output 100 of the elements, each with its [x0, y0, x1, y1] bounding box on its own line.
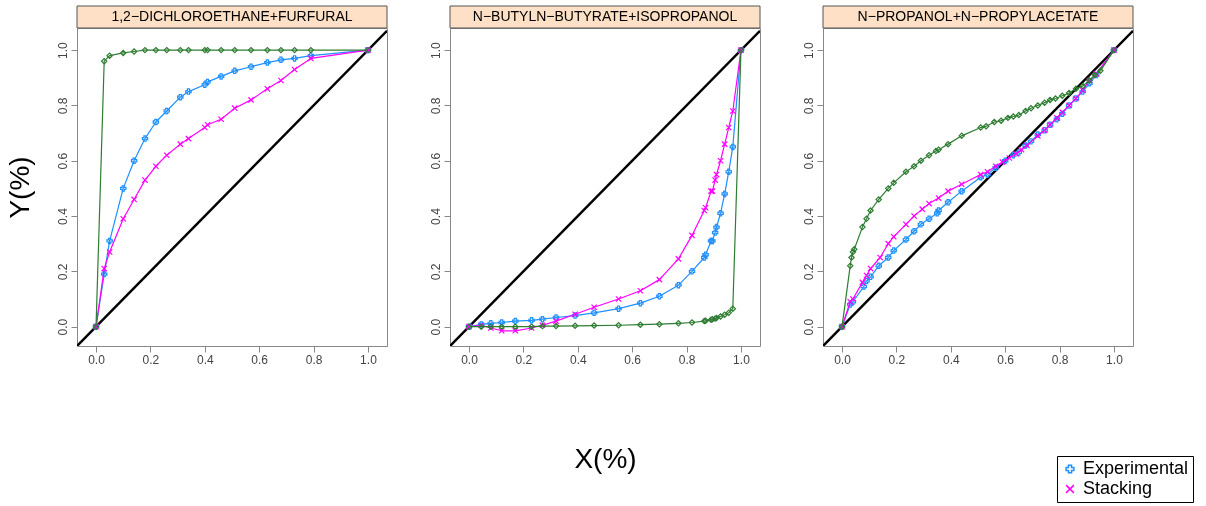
point: [1010, 113, 1017, 120]
point: [846, 262, 854, 270]
point: [615, 305, 622, 312]
y-tick-label: 0.2: [801, 263, 816, 281]
point: [163, 151, 170, 159]
point: [307, 46, 315, 54]
point: [100, 270, 108, 278]
x-tick-label: 1.0: [1106, 352, 1124, 367]
point: [1097, 67, 1104, 75]
y-tick-label: 0.8: [428, 97, 443, 115]
x-tick-label: 0.2: [142, 352, 160, 367]
y-tick-label: 0.0: [55, 318, 70, 336]
point: [590, 304, 598, 311]
point: [910, 163, 918, 170]
legend-label: Stacking: [1083, 478, 1153, 498]
point: [910, 228, 918, 235]
point: [944, 198, 952, 206]
x-tick-label: 0.2: [888, 352, 906, 367]
point: [863, 215, 870, 223]
point: [729, 305, 737, 312]
point: [637, 299, 644, 307]
point: [1065, 89, 1073, 97]
x-tick-label: 0.4: [942, 352, 960, 367]
point: [717, 210, 724, 217]
point: [933, 210, 941, 217]
y-tick-label: 1.0: [55, 41, 70, 59]
point: [615, 322, 622, 329]
point: [185, 46, 192, 54]
y-tick-label: 0.0: [428, 318, 443, 336]
point: [917, 221, 925, 228]
point: [204, 78, 211, 86]
point: [935, 194, 942, 202]
point: [867, 273, 874, 281]
point: [725, 168, 732, 176]
point: [982, 122, 990, 130]
point: [1027, 104, 1035, 112]
point: [1022, 107, 1029, 115]
y-tick-label: 0.6: [428, 152, 443, 170]
y-tick-label: 0.4: [801, 207, 816, 225]
point: [498, 323, 505, 330]
point: [925, 151, 933, 159]
y-tick-label: 0.4: [55, 207, 70, 225]
point: [848, 254, 855, 261]
x-tick-label: 0.0: [461, 352, 479, 367]
point: [177, 93, 184, 101]
y-tick-label: 0.2: [428, 263, 443, 281]
point: [539, 315, 546, 323]
point: [1059, 92, 1066, 99]
point: [277, 77, 285, 84]
point: [725, 124, 732, 131]
point: [528, 317, 535, 324]
x-tick-label: 1.0: [360, 352, 378, 367]
y-tick-label: 0.8: [801, 97, 816, 115]
point: [1041, 99, 1048, 106]
point: [487, 320, 495, 327]
point: [1079, 82, 1086, 90]
point: [264, 46, 271, 54]
point: [876, 254, 884, 261]
point: [512, 323, 519, 330]
point: [100, 57, 108, 65]
point: [152, 118, 160, 126]
x-tick-label: 0.4: [569, 352, 587, 367]
point: [130, 157, 138, 164]
point: [997, 117, 1005, 124]
point: [152, 46, 160, 54]
point: [867, 207, 874, 214]
point: [656, 320, 663, 328]
point: [1004, 114, 1012, 122]
point: [291, 46, 298, 54]
point: [902, 221, 910, 228]
x-tick-label: 1.0: [733, 352, 751, 367]
point: [152, 163, 160, 170]
point: [1072, 85, 1080, 93]
point: [217, 46, 225, 54]
point: [231, 67, 238, 75]
x-tick-label: 0.8: [678, 352, 696, 367]
y-tick-label: 1.0: [801, 41, 816, 59]
point: [498, 327, 505, 335]
point: [106, 52, 113, 59]
point: [688, 319, 696, 326]
y-tick-label: 0.4: [428, 207, 443, 225]
point: [729, 143, 737, 151]
point: [201, 81, 209, 88]
point: [860, 283, 868, 290]
point: [141, 135, 149, 142]
point: [925, 215, 933, 223]
point: [958, 187, 965, 195]
point: [264, 59, 271, 66]
point: [119, 49, 127, 57]
point: [247, 46, 255, 54]
point: [119, 185, 127, 192]
point: [163, 107, 170, 115]
point: [100, 265, 108, 272]
x-tick-label: 0.0: [834, 352, 852, 367]
point: [890, 179, 897, 187]
point: [919, 205, 926, 213]
point: [721, 190, 728, 198]
point: [590, 322, 598, 329]
point: [106, 237, 113, 245]
x-tick-label: 0.2: [515, 352, 533, 367]
